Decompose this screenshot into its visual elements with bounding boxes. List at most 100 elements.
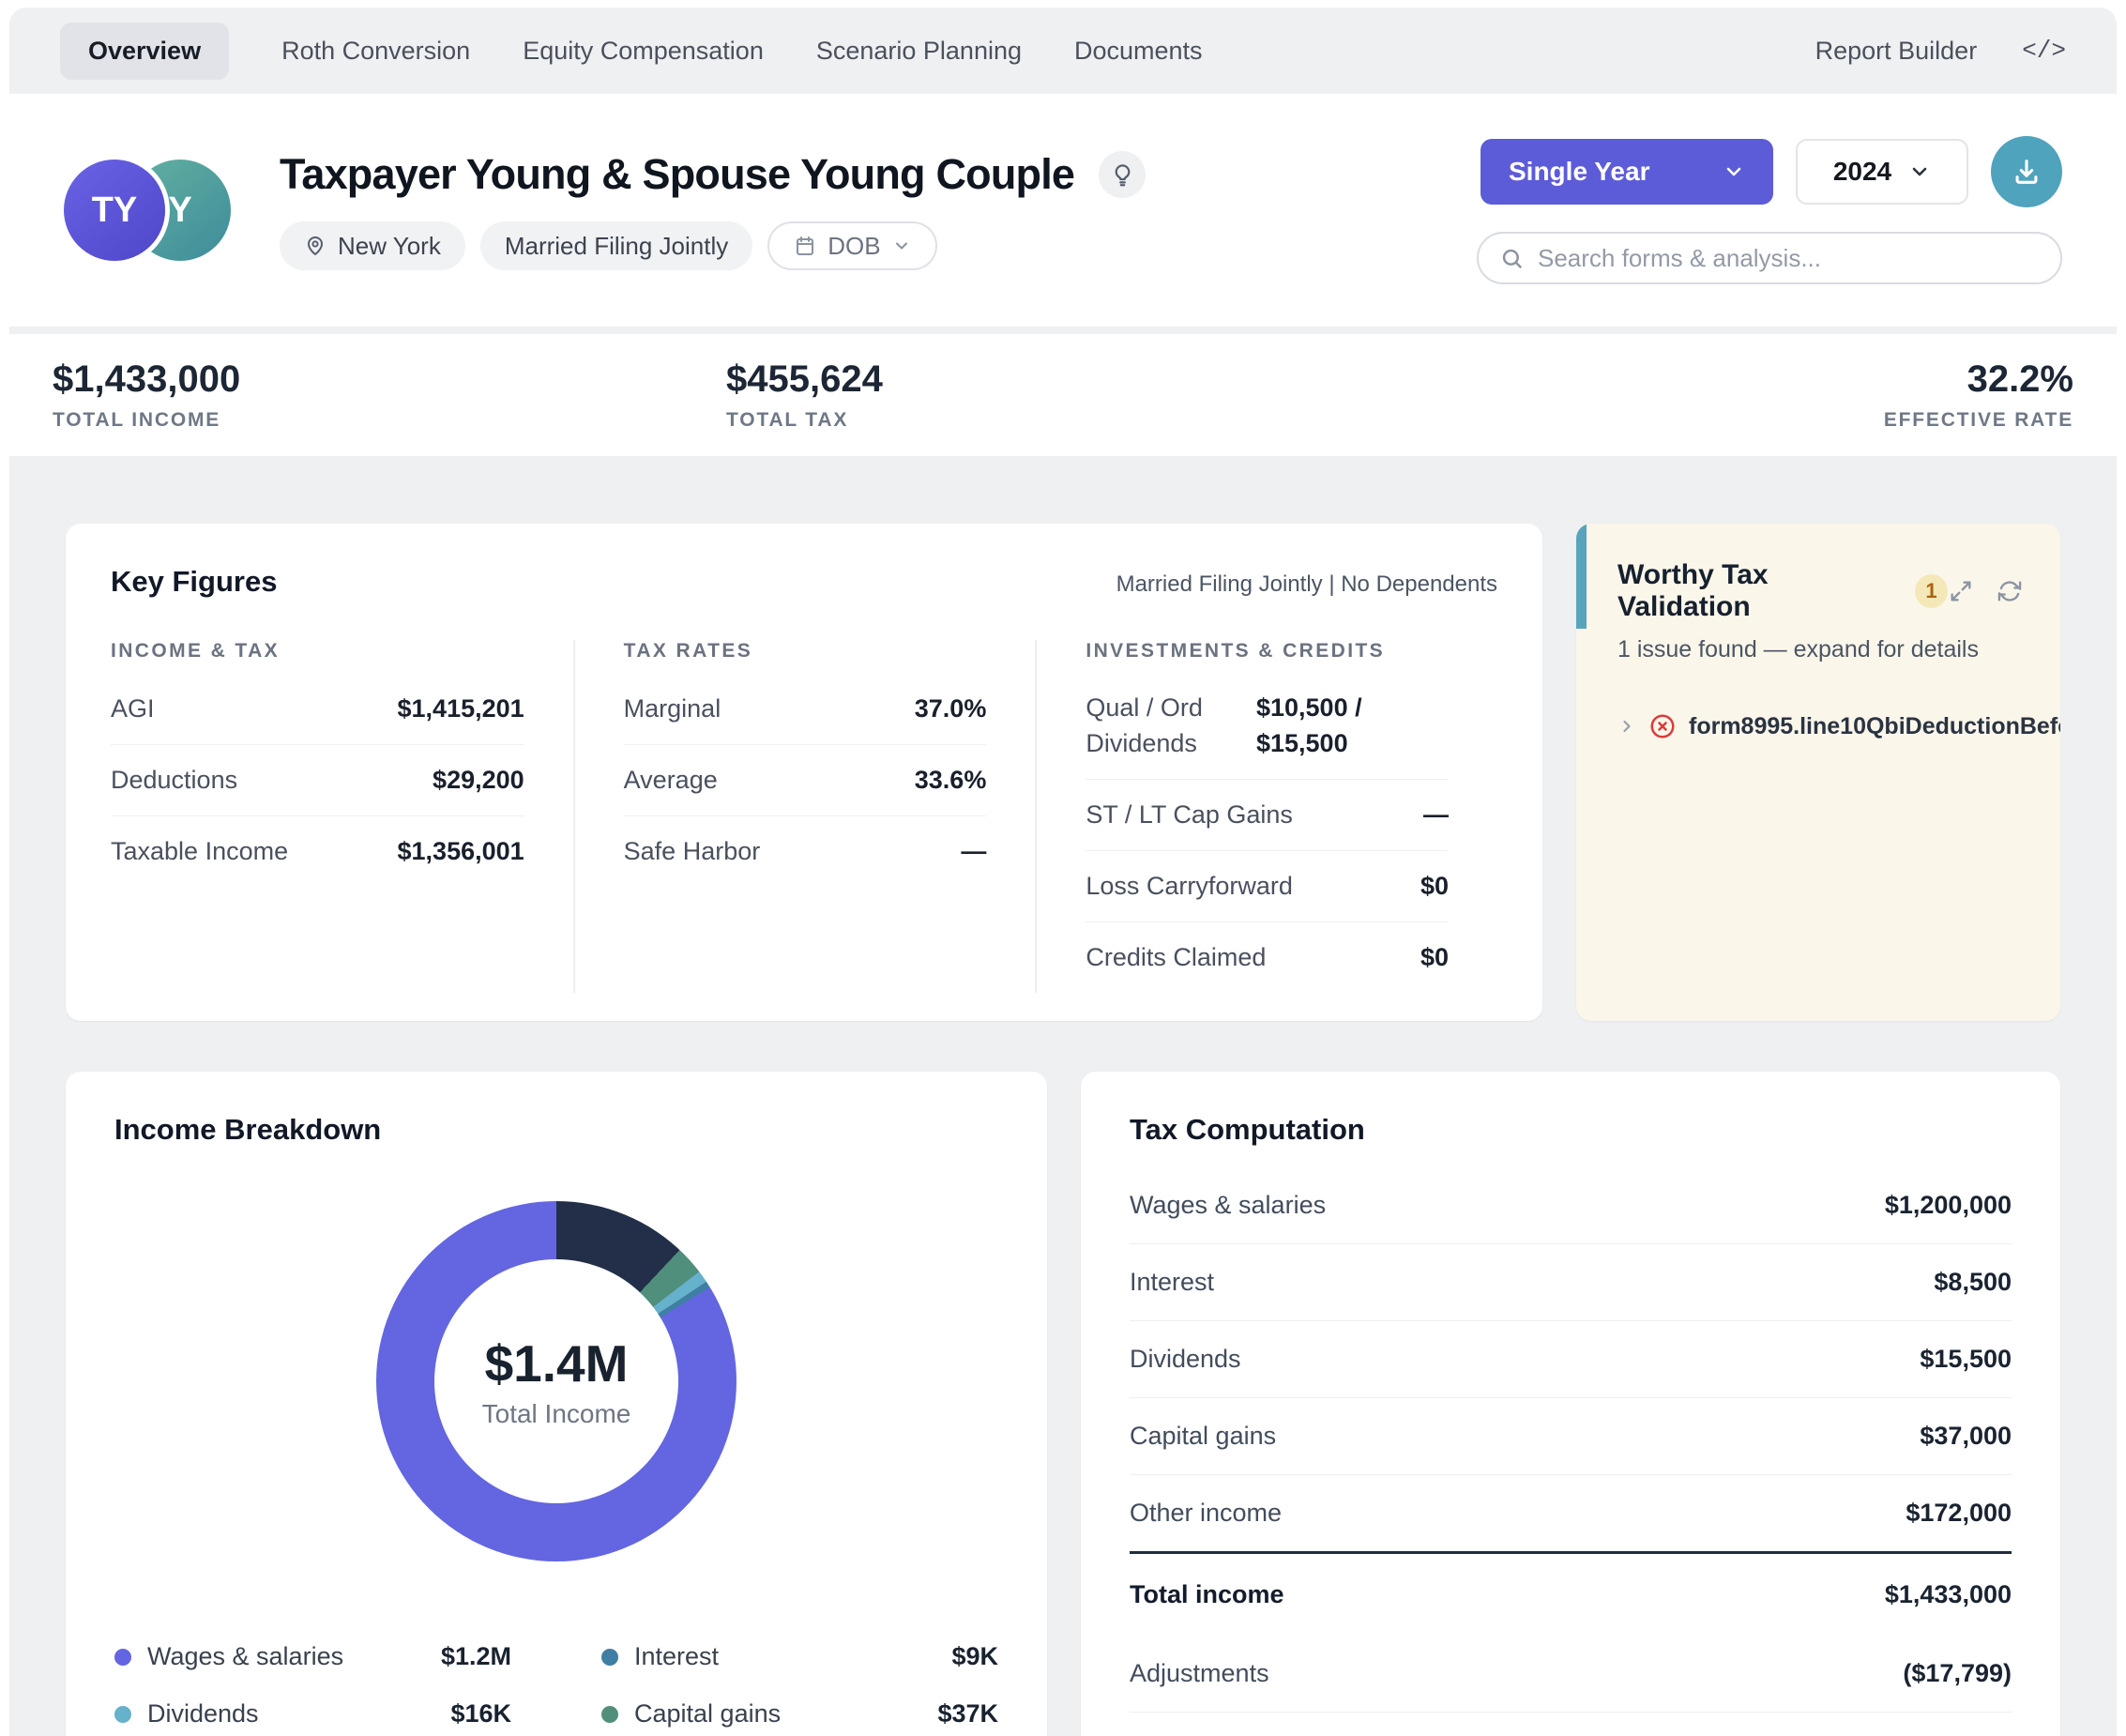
- tax-computation-card: Tax Computation Wages & salaries $1,200,…: [1081, 1072, 2060, 1736]
- total-income-row: Total income $1,433,000: [1130, 1554, 2012, 1636]
- legend-label: Dividends: [147, 1699, 259, 1728]
- legend-label: Interest: [634, 1642, 720, 1670]
- row-value: $29,200: [433, 766, 524, 794]
- year-dropdown[interactable]: 2024: [1796, 139, 1968, 205]
- validation-accent-stripe: [1576, 524, 1587, 629]
- client-header: TY Y Taxpayer Young & Spouse Young Coupl…: [9, 94, 2117, 327]
- table-row: Interest $8,500: [1130, 1244, 2012, 1321]
- table-row: Loss Carryforward $0: [1086, 851, 1449, 922]
- chevron-right-icon: [1617, 717, 1636, 736]
- chevron-down-icon: [1723, 160, 1745, 183]
- search-input[interactable]: [1538, 243, 2040, 273]
- investments-credits-header: INVESTMENTS & CREDITS: [1086, 640, 1386, 662]
- validation-issue-row[interactable]: form8995.line10QbiDeductionBefor...: [1617, 712, 2060, 740]
- legend-value: $9K: [951, 1642, 998, 1670]
- legend-item: Dividends $16K: [114, 1699, 511, 1728]
- row-value: 33.6%: [914, 766, 987, 794]
- key-figures-card: Key Figures Married Filing Jointly | No …: [66, 524, 1542, 1021]
- row-label: Marginal: [623, 694, 721, 723]
- legend-item: Interest $9K: [601, 1642, 998, 1671]
- donut-legend: Wages & salaries $1.2M Interest $9K Divi…: [114, 1642, 998, 1736]
- search-bar: [1477, 232, 2062, 284]
- insight-lightbulb-button[interactable]: [1099, 151, 1147, 198]
- tax-rates-header: TAX RATES: [623, 640, 753, 662]
- code-icon[interactable]: </>: [2022, 37, 2066, 65]
- expand-icon[interactable]: [1948, 578, 1974, 604]
- table-row: Average 33.6%: [623, 745, 987, 816]
- row-label: AGI: [111, 694, 155, 723]
- tab-equity-compensation[interactable]: Equity Compensation: [523, 36, 764, 65]
- tab-scenario-planning[interactable]: Scenario Planning: [815, 36, 1022, 65]
- tax-computation-title: Tax Computation: [1130, 1113, 1365, 1146]
- row-label: Capital gains: [1130, 1422, 1277, 1450]
- tax-validation-card: Worthy Tax Validation 1 1 issue found — …: [1576, 524, 2060, 1021]
- table-row: Deductions $29,200: [111, 745, 524, 816]
- table-row: Standard deduction ($29,200): [1130, 1713, 2012, 1736]
- row-value: $0: [1420, 871, 1449, 900]
- filing-status-badge: Married Filing Jointly: [479, 221, 753, 270]
- calendar-icon: [794, 235, 816, 257]
- summary-stats-bar: $1,433,000 TOTAL INCOME $455,624 TOTAL T…: [9, 334, 2117, 456]
- row-value: —: [1422, 799, 1449, 829]
- filing-meta: Married Filing Jointly | No Dependents: [1116, 571, 1497, 597]
- legend-value: $1.2M: [440, 1642, 511, 1670]
- legend-label: Wages & salaries: [147, 1642, 344, 1670]
- tab-roth-conversion[interactable]: Roth Conversion: [281, 36, 471, 65]
- row-label: Average: [623, 766, 718, 794]
- row-label: Other income: [1130, 1499, 1283, 1527]
- table-row: Wages & salaries $1,200,000: [1130, 1167, 2012, 1244]
- location-pin-icon: [304, 235, 326, 257]
- row-label: ST / LT Cap Gains: [1086, 799, 1293, 829]
- legend-dot: [114, 1705, 131, 1723]
- chevron-down-icon: [1908, 160, 1931, 183]
- row-label: Wages & salaries: [1130, 1191, 1327, 1219]
- legend-value: $16K: [450, 1699, 511, 1728]
- income-tax-column: INCOME & TAX AGI $1,415,201 Deductions $…: [111, 640, 573, 993]
- avatar-taxpayer: TY: [64, 160, 165, 261]
- table-row: Safe Harbor —: [624, 816, 987, 887]
- legend-dot: [114, 1648, 131, 1666]
- stat-total-income: $1,433,000 TOTAL INCOME: [53, 358, 726, 432]
- report-builder-link[interactable]: Report Builder: [1815, 36, 1978, 65]
- search-icon: [1499, 246, 1525, 271]
- issue-count-badge: 1: [1915, 574, 1948, 608]
- tab-documents[interactable]: Documents: [1074, 36, 1203, 65]
- dob-dropdown[interactable]: DOB: [767, 221, 937, 270]
- row-label: Dividends: [1130, 1345, 1241, 1373]
- row-value: —: [961, 837, 987, 865]
- total-tax-value: $455,624: [726, 358, 883, 400]
- row-label: Loss Carryforward: [1086, 871, 1293, 900]
- table-row: AGI $1,415,201: [111, 674, 524, 745]
- error-circle-icon: [1648, 712, 1677, 740]
- client-avatars: TY Y: [64, 160, 231, 261]
- row-value: $10,500 / $15,500: [1255, 693, 1362, 757]
- state-badge: New York: [280, 221, 465, 270]
- donut-center-value: $1.4M: [484, 1334, 629, 1393]
- legend-label: Capital gains: [634, 1699, 782, 1728]
- row-value: $1,415,201: [397, 694, 524, 723]
- table-row: Other income $172,000: [1130, 1475, 2012, 1554]
- investments-credits-column: INVESTMENTS & CREDITS Qual / Ord Dividen…: [1035, 640, 1497, 993]
- table-row: Dividends $15,500: [1130, 1321, 2012, 1398]
- table-row: Credits Claimed $0: [1086, 922, 1449, 993]
- refresh-icon[interactable]: [1997, 578, 2023, 604]
- donut-center: $1.4M Total Income: [434, 1259, 678, 1503]
- table-row: Qual / Ord Dividends $10,500 / $15,500: [1086, 674, 1449, 780]
- page-title: Taxpayer Young & Spouse Young Couple: [280, 150, 1075, 198]
- app-window: Overview Roth Conversion Equity Compensa…: [9, 8, 2117, 1736]
- row-label: Taxable Income: [111, 837, 289, 865]
- period-selector-dropdown[interactable]: Single Year: [1481, 139, 1773, 205]
- period-selector-label: Single Year: [1509, 157, 1650, 186]
- lightbulb-icon: [1110, 162, 1135, 188]
- year-label: 2024: [1832, 157, 1892, 186]
- stat-effective-rate: 32.2% EFFECTIVE RATE: [1884, 358, 2073, 432]
- download-button[interactable]: [1991, 136, 2062, 207]
- tab-overview[interactable]: Overview: [60, 22, 230, 80]
- legend-item: Capital gains $37K: [601, 1699, 998, 1728]
- row-label: Total income: [1130, 1580, 1284, 1608]
- table-row: Capital gains $37,000: [1130, 1398, 2012, 1475]
- total-income-value: $1,433,000: [53, 358, 241, 400]
- key-figures-title: Key Figures: [111, 565, 278, 598]
- download-icon: [2011, 156, 2042, 188]
- row-value: 37.0%: [914, 694, 987, 723]
